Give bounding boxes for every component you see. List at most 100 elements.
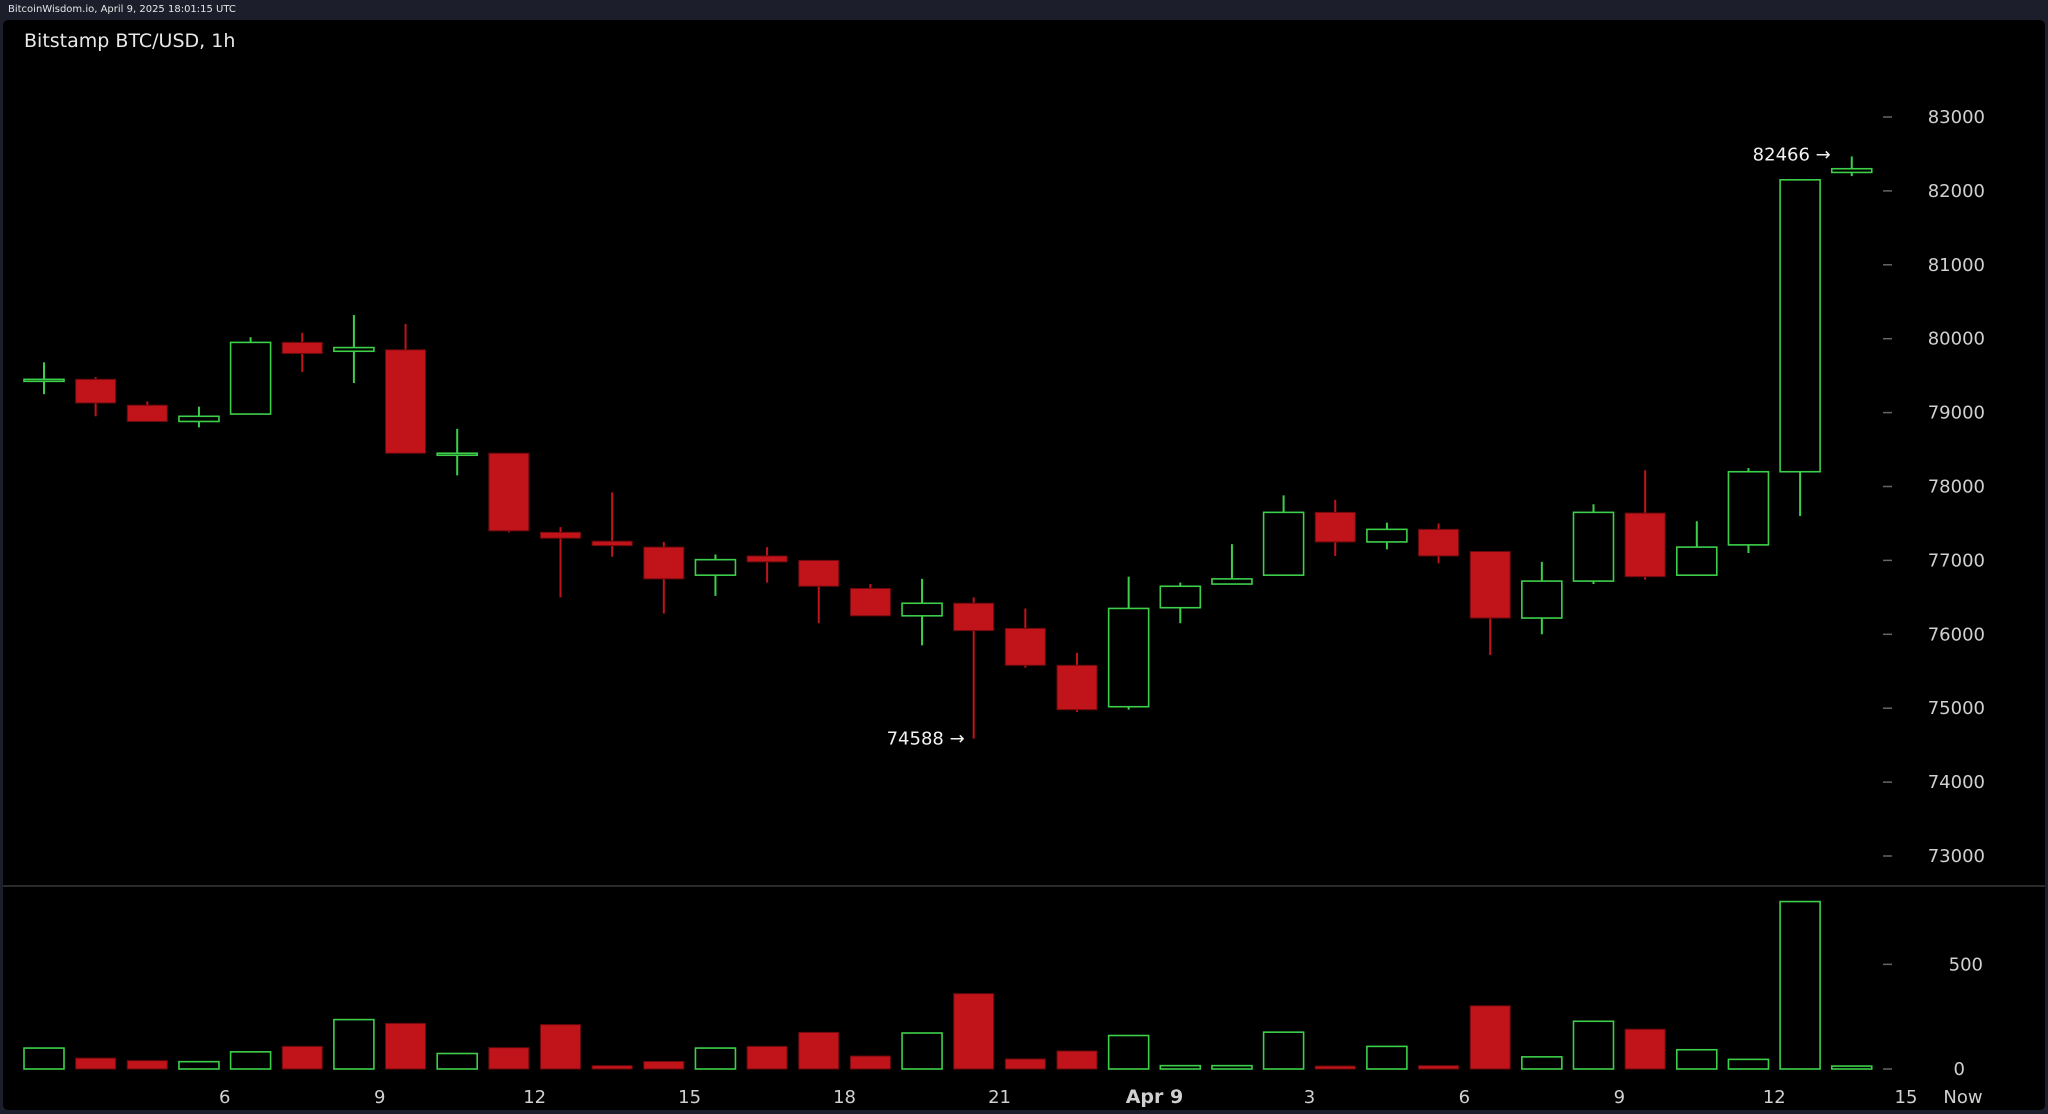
candle-body-down [591, 540, 633, 547]
low-price-annotation: 74588 → [887, 729, 965, 750]
volume-bar-down [488, 1047, 530, 1070]
candle-body-up [1676, 546, 1718, 576]
candle-body-down [746, 555, 788, 563]
candle-body-up [1262, 511, 1305, 576]
price-axis-label: 81000 [1928, 255, 1985, 276]
candle-body-down [849, 587, 891, 617]
candle-body-up [901, 602, 943, 617]
volume-bar-down [1004, 1058, 1046, 1070]
volume-bar-up [23, 1047, 65, 1070]
x-axis-label: 18 [833, 1087, 856, 1108]
candle-body-up [1779, 179, 1821, 473]
candle-body-down [953, 602, 995, 632]
x-axis-label: 12 [523, 1087, 546, 1108]
x-axis-label: 12 [1763, 1087, 1786, 1108]
x-axis-label: 15 [678, 1087, 701, 1108]
price-axis-label: 77000 [1928, 550, 1985, 571]
high-price-annotation: 82466 → [1753, 144, 1831, 165]
volume-bar-down [849, 1055, 891, 1070]
volume-bar-up [1727, 1058, 1770, 1070]
volume-axis-label: 0 [1954, 1059, 1965, 1080]
volume-bar-down [281, 1045, 323, 1070]
candle-body-down [281, 341, 323, 354]
candle-body-up [1366, 528, 1408, 543]
chart-panel[interactable]: Bitstamp BTC/USD, 1h 73000 74000 75000 7600… [3, 20, 2045, 1110]
top-bar: BitcoinWisdom.io, April 9, 2025 18:01:15… [0, 0, 2048, 20]
volume-bar-up [901, 1032, 943, 1070]
candle-body-up [436, 452, 479, 457]
candle-body-down [1314, 511, 1356, 543]
chart-title: Bitstamp BTC/USD, 1h [24, 30, 236, 52]
candle-body-down [385, 349, 427, 454]
candle-body-up [1521, 580, 1563, 619]
candle-body-down [643, 546, 685, 580]
volume-bar-up [1779, 900, 1821, 1070]
x-axis-label: 6 [1459, 1087, 1470, 1108]
volume-bar-down [1056, 1050, 1098, 1070]
price-axis-label: 78000 [1928, 477, 1985, 498]
candle-body-down [75, 378, 117, 404]
volume-bar-up [178, 1060, 220, 1070]
candle-body-down [126, 404, 168, 422]
candle-body-down [798, 559, 840, 587]
candle-body-down [540, 531, 581, 539]
candle-body-up [178, 415, 220, 423]
candle-body-up [1727, 470, 1770, 546]
x-axis-label: Now [1943, 1087, 1982, 1108]
price-axis-label: 83000 [1928, 107, 1985, 128]
candle-body-down [488, 452, 530, 532]
candle-body-up [1107, 607, 1150, 708]
volume-bar-up [1366, 1045, 1408, 1070]
volume-bar-up [694, 1047, 737, 1070]
price-axis-label: 79000 [1928, 403, 1985, 424]
candle-body-up [333, 346, 375, 353]
x-axis-label: 9 [1614, 1087, 1625, 1108]
volume-bar-up [1211, 1064, 1253, 1070]
volume-bar-down [953, 993, 995, 1070]
volume-bar-down [1418, 1065, 1460, 1070]
volume-bar-down [746, 1045, 788, 1070]
price-axis-label: 73000 [1928, 846, 1985, 867]
candle-body-up [1159, 585, 1202, 609]
volume-bar-down [540, 1024, 581, 1070]
candle-body-up [1830, 167, 1873, 174]
x-axis-label: Apr 9 [1126, 1086, 1184, 1108]
price-axis-label: 80000 [1928, 329, 1985, 350]
candle-body-down [1624, 512, 1666, 578]
volume-bar-up [333, 1018, 375, 1070]
candlestick-chart[interactable]: 73000 74000 75000 76000 77000 78000 79000 80000… [3, 20, 2045, 1110]
x-axis-label: 9 [374, 1087, 385, 1108]
volume-bar-up [229, 1051, 272, 1070]
volume-bar-down [643, 1060, 685, 1070]
price-axis-label: 76000 [1928, 624, 1985, 645]
x-axis-label: 21 [988, 1087, 1011, 1108]
candle-body-up [23, 378, 65, 383]
candle-body-up [229, 341, 272, 415]
candle-body-up [694, 558, 737, 576]
volume-bar-up [1262, 1031, 1305, 1070]
volume-bar-down [798, 1031, 840, 1070]
volume-bar-up [436, 1052, 479, 1070]
volume-bar-up [1159, 1064, 1202, 1070]
volume-bar-down [1469, 1005, 1511, 1070]
volume-bar-up [1676, 1048, 1718, 1070]
candle-body-down [1418, 528, 1460, 557]
source-caption: BitcoinWisdom.io, April 9, 2025 18:01:15… [8, 4, 236, 15]
candle-body-down [1469, 551, 1511, 619]
candle-body-up [1572, 511, 1615, 582]
volume-axis-label: 500 [1949, 954, 1983, 975]
volume-bar-down [385, 1022, 427, 1070]
volume-bar-down [1314, 1065, 1356, 1070]
candle-body-down [1004, 627, 1046, 666]
x-axis-label: 3 [1304, 1087, 1315, 1108]
price-axis-label: 74000 [1928, 772, 1985, 793]
price-axis-label: 75000 [1928, 698, 1985, 719]
volume-bar-up [1572, 1020, 1615, 1070]
candle-body-up [1211, 578, 1253, 585]
volume-bar-up [1107, 1034, 1150, 1070]
volume-bar-down [126, 1060, 168, 1070]
x-axis-label: 6 [219, 1087, 230, 1108]
candle-body-down [1056, 664, 1098, 711]
volume-bar-up [1521, 1056, 1563, 1070]
volume-bar-down [75, 1057, 117, 1070]
